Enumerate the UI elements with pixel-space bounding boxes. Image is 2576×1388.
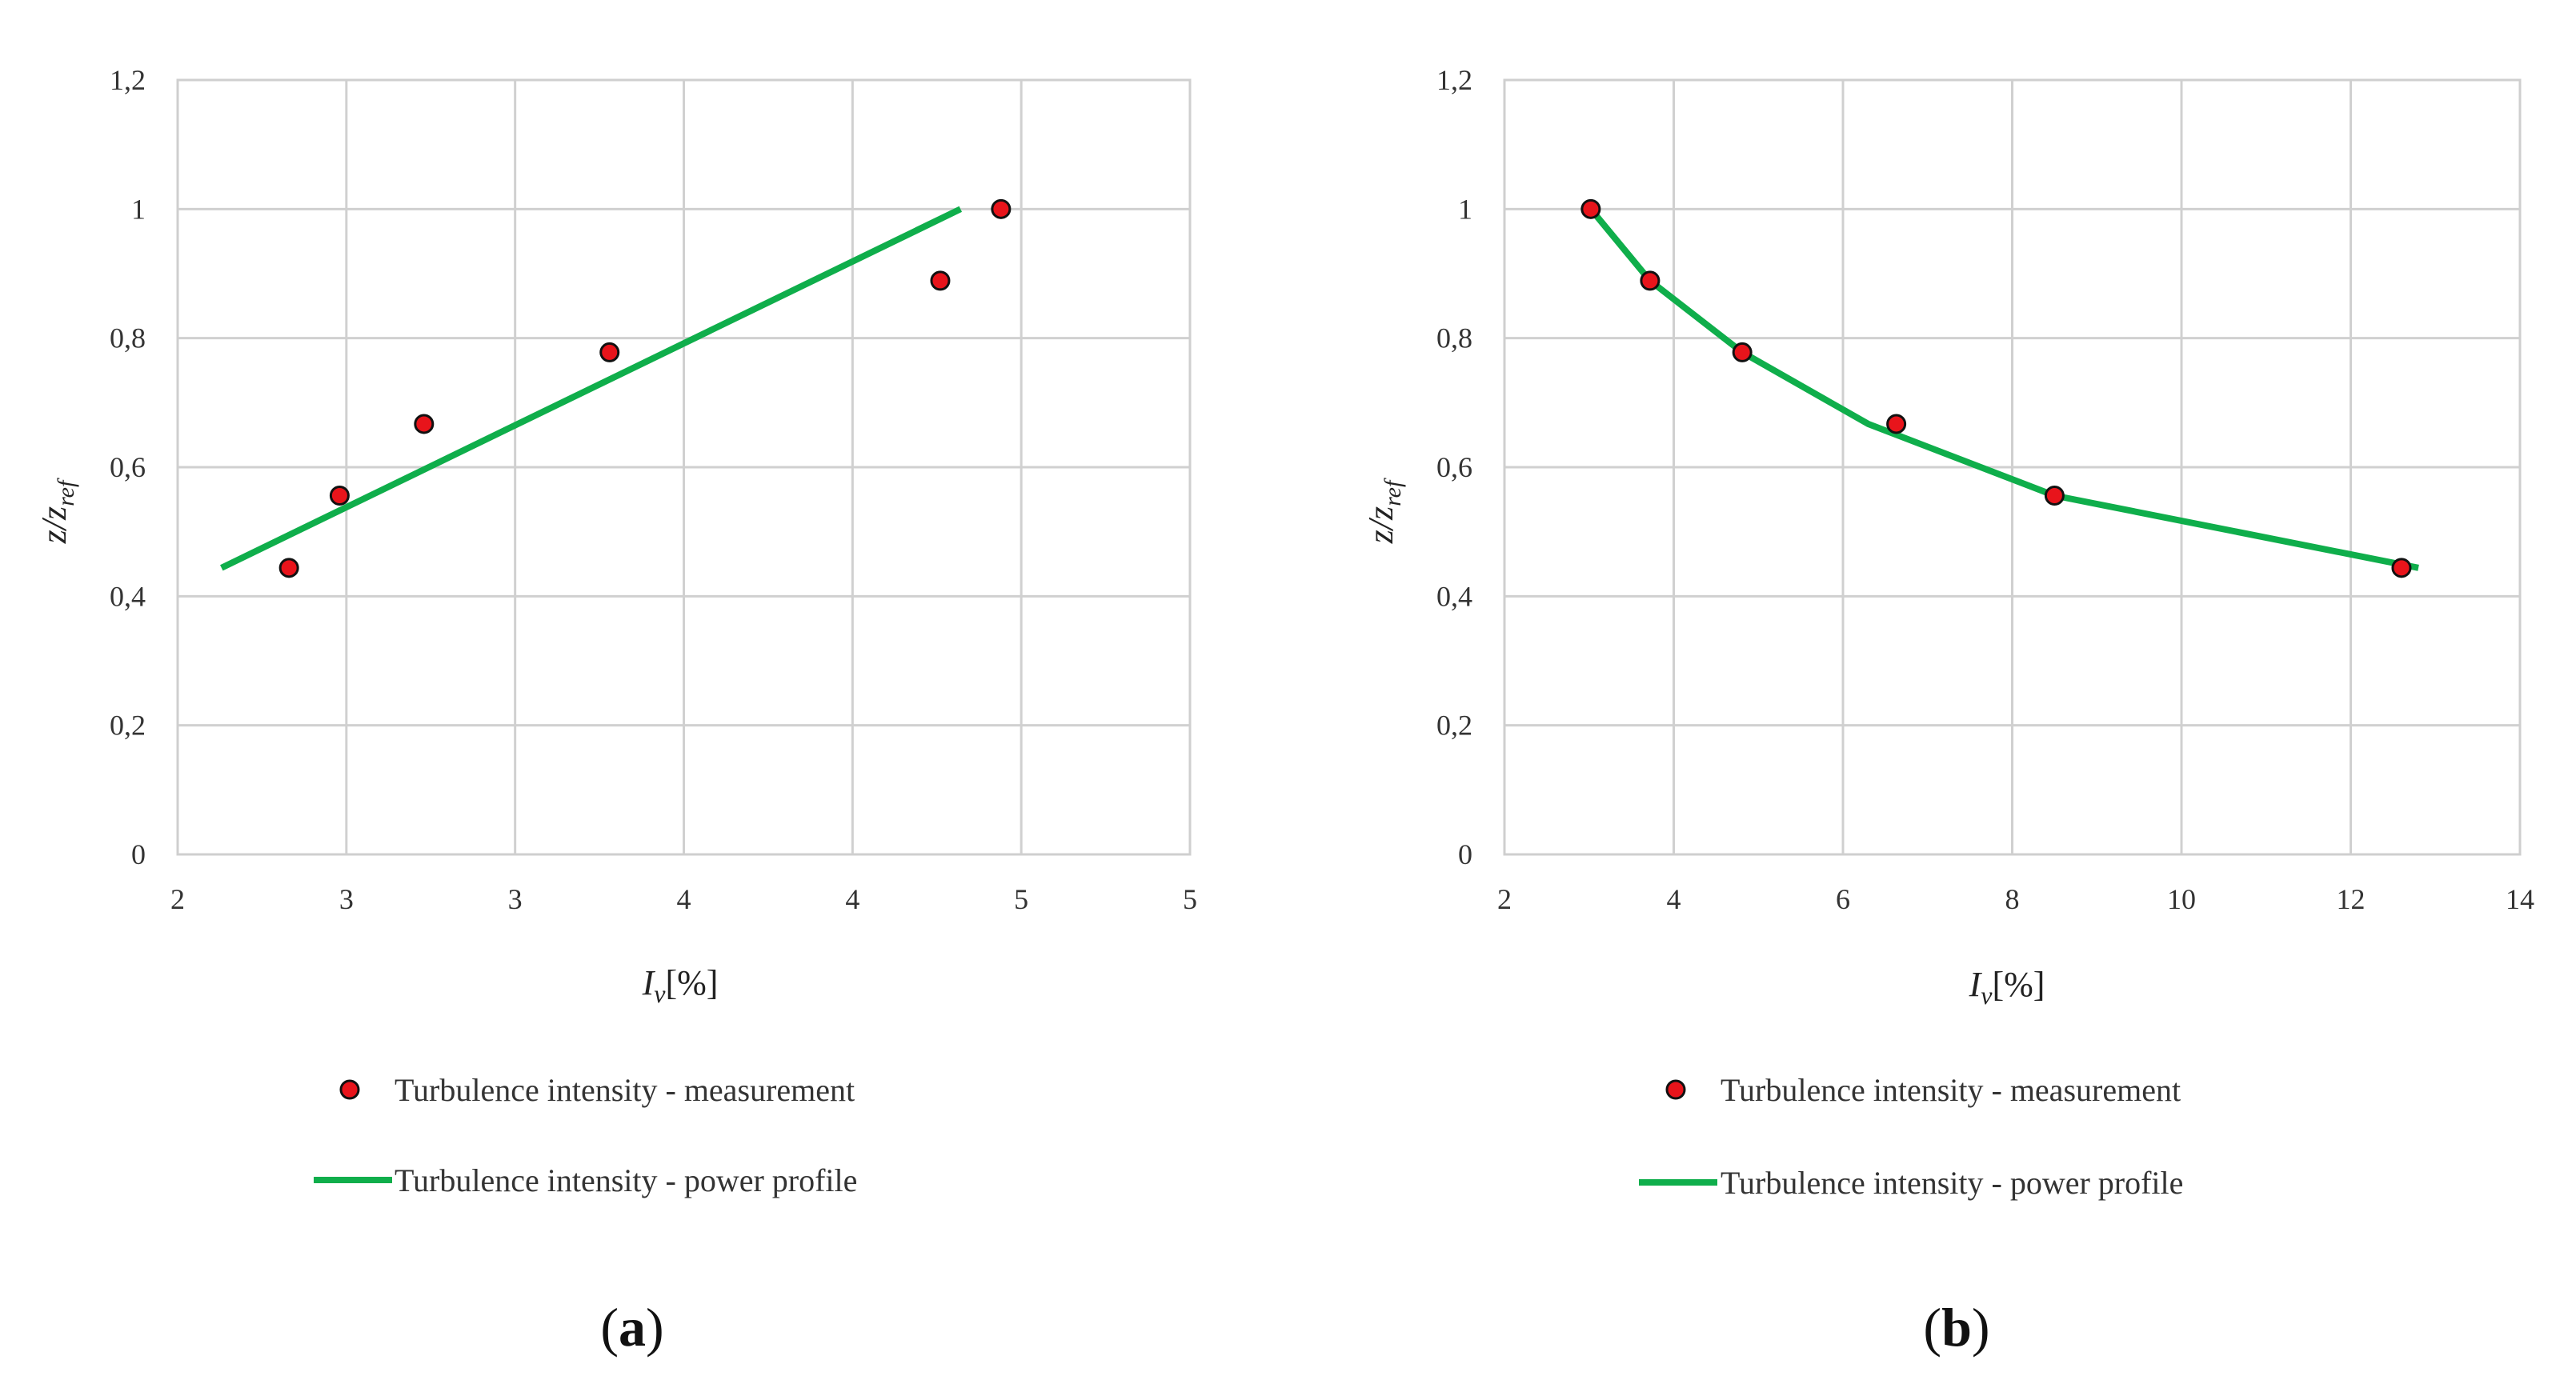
x-tick-labels-b: 2 4 6 8 10 12 14: [1497, 883, 2534, 915]
plot-area-b: [1503, 78, 2522, 856]
x-tick-label: 4: [1667, 883, 1681, 915]
legend-marker-measurement-a: [339, 1079, 360, 1100]
y-tick-label: 0,4: [1436, 580, 1472, 612]
x-tick-label: 5: [1014, 883, 1028, 915]
x-tick-label: 10: [2167, 883, 2196, 915]
panel-label-b: (b): [1923, 1297, 1989, 1358]
y-tick-label: 0,2: [1436, 710, 1472, 742]
power-profile-line: [1588, 206, 2419, 571]
x-tick-label: 14: [2506, 883, 2534, 915]
y-axis-label-b: z/zref: [1361, 478, 1406, 544]
y-tick-label: 0,6: [1436, 451, 1472, 483]
legend-marker-measurement-b: [1665, 1079, 1686, 1100]
measurement-point: [1886, 414, 1907, 434]
legend-b: Turbulence intensity - measurement Turbu…: [1639, 1072, 2183, 1201]
chart-panel-a: 0 0,2 0,4 0,6 0,8 1 1,2 2 3 3 4 4 5 5 Iv[%] z/zref T…: [34, 64, 1197, 1358]
y-tick-label: 0,8: [110, 322, 146, 354]
x-tick-label: 6: [1836, 883, 1850, 915]
measurement-point: [2391, 558, 2412, 578]
y-tick-label: 1,2: [1436, 64, 1472, 96]
y-tick-label: 0,4: [110, 580, 146, 612]
x-tick-label: 5: [1183, 883, 1197, 915]
x-tick-label: 2: [1497, 883, 1512, 915]
x-tick-label: 3: [508, 883, 523, 915]
legend-a: Turbulence intensity - measurement Turbu…: [314, 1072, 857, 1198]
y-axis-label-a: z/zref: [34, 478, 79, 544]
y-tick-label: 1: [1458, 193, 1472, 225]
measurement-point: [930, 270, 951, 291]
x-tick-label: 8: [2005, 883, 2020, 915]
x-tick-labels-a: 2 3 3 4 4 5 5: [170, 883, 1197, 915]
grid-b: [1503, 78, 2522, 856]
power-profile-line: [220, 206, 963, 571]
measurement-point: [1580, 198, 1601, 219]
y-tick-label: 0,8: [1436, 322, 1472, 354]
x-tick-label: 12: [2337, 883, 2366, 915]
y-tick-labels-b: 0 0,2 0,4 0,6 0,8 1 1,2: [1436, 64, 1472, 870]
measurement-point: [329, 485, 350, 506]
chart-panel-b: 0 0,2 0,4 0,6 0,8 1 1,2 2 4 6 8 10 12 14 Iv[%] z/zre…: [1361, 64, 2534, 1358]
x-tick-label: 4: [677, 883, 691, 915]
measurement-point: [991, 198, 1012, 219]
y-tick-label: 0,2: [110, 710, 146, 742]
measurement-point: [1732, 342, 1753, 362]
plot-area-a: [176, 78, 1192, 856]
legend-label-power-profile-b: Turbulence intensity - power profile: [1721, 1165, 2183, 1201]
measurement-point: [599, 342, 620, 362]
series-line-b: [1588, 206, 2419, 571]
x-tick-label: 3: [339, 883, 354, 915]
series-line-a: [220, 206, 963, 571]
measurement-point: [1640, 270, 1661, 291]
x-tick-label: 4: [845, 883, 859, 915]
measurement-point: [414, 414, 435, 434]
legend-label-power-profile-a: Turbulence intensity - power profile: [395, 1162, 857, 1198]
y-tick-label: 0: [1458, 838, 1472, 870]
measurement-point: [2044, 485, 2065, 506]
y-tick-label: 1: [131, 193, 146, 225]
y-tick-label: 0,6: [110, 451, 146, 483]
y-tick-labels-a: 0 0,2 0,4 0,6 0,8 1 1,2: [110, 64, 146, 870]
legend-label-measurement-b: Turbulence intensity - measurement: [1721, 1072, 2181, 1108]
legend-label-measurement-a: Turbulence intensity - measurement: [395, 1072, 855, 1108]
grid-a: [176, 78, 1192, 856]
x-axis-label-a: Iv[%]: [642, 963, 719, 1008]
panel-label-a: (a): [600, 1297, 663, 1358]
series-points-a: [278, 198, 1012, 578]
y-tick-label: 1,2: [110, 64, 146, 96]
x-tick-label: 2: [170, 883, 185, 915]
measurement-point: [278, 558, 299, 578]
x-axis-label-b: Iv[%]: [1969, 965, 2045, 1010]
y-tick-label: 0: [131, 838, 146, 870]
series-points-b: [1580, 198, 2412, 578]
